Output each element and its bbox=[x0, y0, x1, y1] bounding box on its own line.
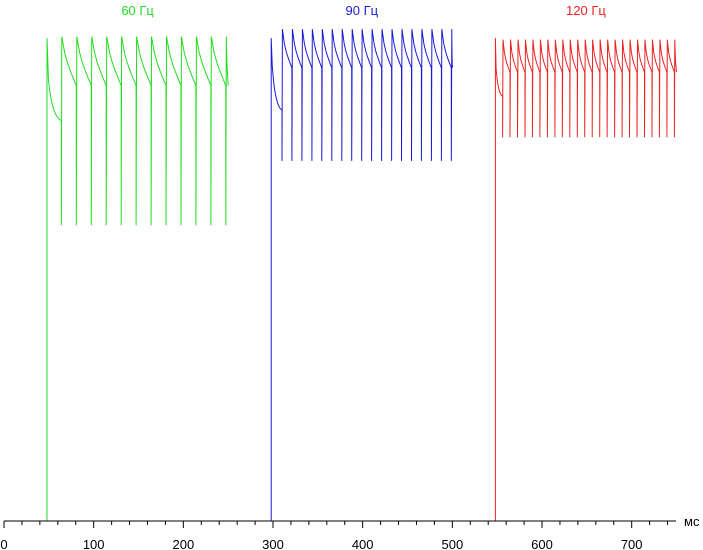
x-tick-label: 200 bbox=[172, 537, 194, 550]
x-tick-label: 400 bbox=[352, 537, 374, 550]
series-line bbox=[4, 36, 229, 522]
x-tick-label: 100 bbox=[83, 537, 105, 550]
x-axis-unit-label: мс bbox=[684, 514, 700, 529]
x-axis-ticks: 0 100 200 300 400 500 600 700 bbox=[0, 521, 703, 550]
series-name-label: 90 Гц bbox=[346, 3, 379, 18]
series-line bbox=[228, 29, 453, 522]
x-tick-label: 300 bbox=[262, 537, 284, 550]
series-name-label: 60 Гц bbox=[121, 3, 154, 18]
x-tick-label: 600 bbox=[531, 537, 553, 550]
series-traces bbox=[4, 29, 677, 522]
series-labels: 60 Гц 90 Гц 120 Гц bbox=[121, 3, 606, 18]
x-tick-label: 700 bbox=[621, 537, 643, 550]
x-tick-label: 0 bbox=[0, 537, 7, 550]
series-name-label: 120 Гц bbox=[566, 3, 606, 18]
x-tick-label: 500 bbox=[441, 537, 463, 550]
series-line bbox=[452, 38, 677, 522]
